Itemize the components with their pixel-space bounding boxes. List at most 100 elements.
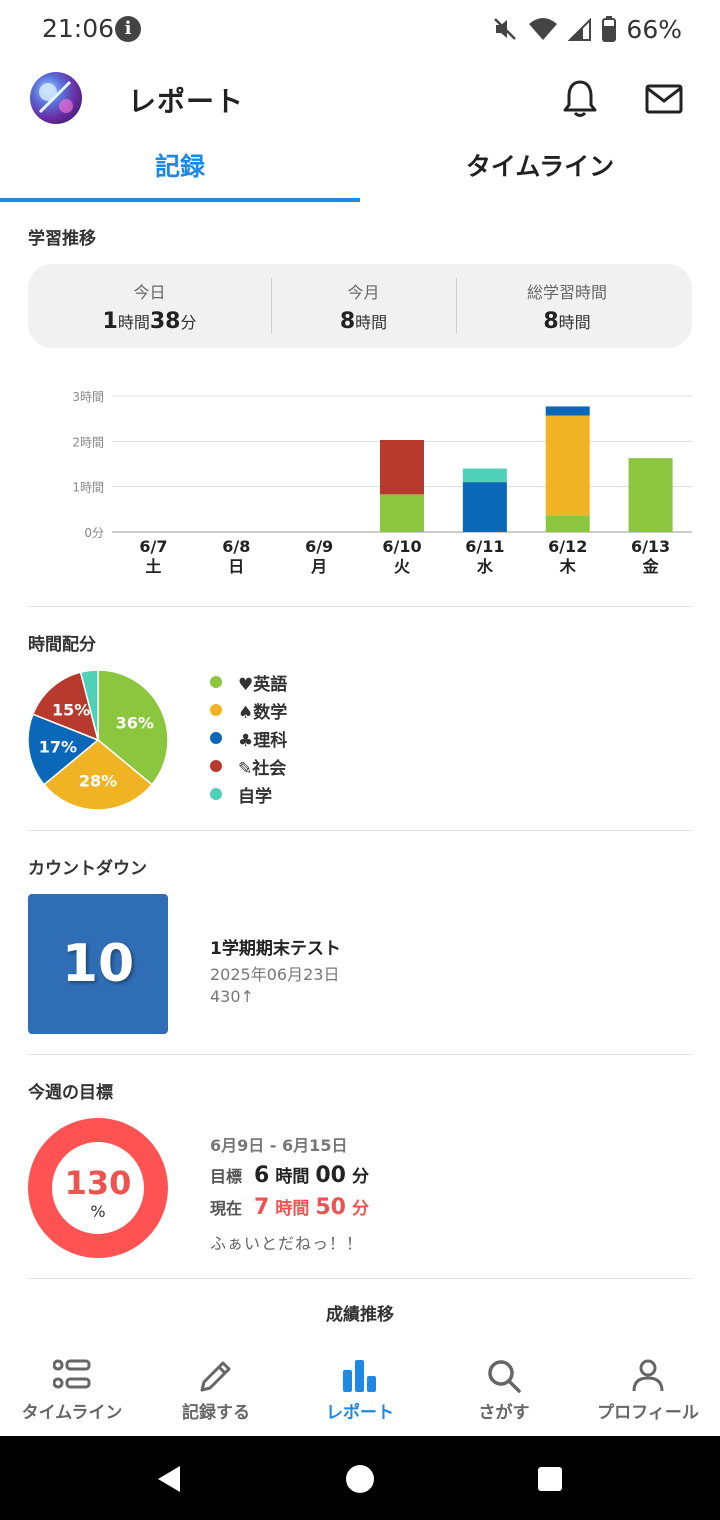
- x-tick-label: 6/13: [631, 537, 670, 556]
- countdown-target: 430↑: [210, 987, 254, 1006]
- goal-current-minutes: 50: [315, 1195, 346, 1220]
- summary-value: 8時間: [339, 309, 388, 334]
- pie-slice: [31, 671, 100, 742]
- summary-label: 今日: [133, 283, 166, 302]
- pie-slice-label: 15%: [52, 701, 90, 720]
- x-tick-label: 6/11: [465, 537, 504, 556]
- goal-target-row: 目標 6 時間 00 分: [210, 1162, 375, 1188]
- tab-timeline[interactable]: タイムライン: [465, 152, 615, 181]
- bar-segment-science: [462, 482, 507, 532]
- weekday-label: 土: [145, 557, 161, 576]
- battery-percent: 66%: [626, 14, 682, 44]
- avatar-image: [38, 80, 73, 114]
- countdown-event: 1学期期末テスト: [210, 939, 341, 959]
- weekday-label: 月: [310, 557, 327, 576]
- nav-label: レポート: [326, 1403, 394, 1423]
- allocation-pie-chart: 36% 28%17% 15%: [27, 669, 169, 811]
- avatar[interactable]: [30, 72, 82, 124]
- countdown-date: 2025年06月23日: [210, 965, 340, 984]
- summary-divider: [456, 278, 457, 334]
- weekly-goal-title: 今週の目標: [28, 1083, 113, 1103]
- allocation-legend: ♥英語 ♠数学 ♣理科 ✎社会自学: [210, 668, 287, 808]
- nav-label: タイムライン: [21, 1403, 123, 1423]
- legend-dot: [210, 704, 222, 716]
- section-divider: [28, 1278, 692, 1279]
- x-tick-label: 6/10: [382, 537, 421, 556]
- tab-bar: 記録 タイムライン: [0, 140, 720, 202]
- pie-slice: [43, 739, 153, 811]
- summary-today: 今日 1時間38分: [28, 264, 271, 348]
- recents-icon[interactable]: [537, 1466, 563, 1492]
- study-bar-chart: 0分 1時間 2時間 3時間 6/7土 6/8日 6/9月 6/10火 6/11水 6/12木 6/…: [72, 390, 692, 576]
- pencil-icon: [200, 1361, 231, 1392]
- goal-target-hours: 6: [254, 1163, 270, 1188]
- legend-dot: [210, 732, 222, 744]
- mail-icon[interactable]: [645, 84, 683, 114]
- weekday-label: 金: [642, 557, 660, 576]
- status-bar: 21:06 i 66%: [0, 0, 720, 60]
- nav-profile[interactable]: プロフィール: [576, 1340, 720, 1436]
- goal-percent: 130: [65, 1164, 132, 1202]
- summary-label: 総学習時間: [526, 283, 607, 302]
- battery-icon: [602, 16, 617, 42]
- pie-slice: [27, 713, 100, 786]
- nav-report[interactable]: レポート: [288, 1340, 432, 1436]
- countdown-days[interactable]: 10: [28, 894, 168, 1034]
- info-icon: i: [115, 16, 141, 42]
- x-tick-label: 6/7: [139, 537, 167, 556]
- tab-records[interactable]: 記録: [0, 140, 360, 202]
- legend-item: ✎社会: [210, 752, 287, 780]
- person-icon: [632, 1359, 664, 1392]
- legend-dot: [210, 760, 222, 772]
- nav-record[interactable]: 記録する: [144, 1340, 288, 1436]
- legend-label: 自学: [238, 786, 272, 807]
- goal-current-label: 現在: [210, 1199, 243, 1218]
- status-icons: 66%: [492, 14, 682, 44]
- countdown-info[interactable]: 1学期期末テスト 2025年06月23日 430↑: [210, 934, 341, 1006]
- summary-value: 1時間38分: [102, 309, 197, 334]
- nav-timeline[interactable]: タイムライン: [0, 1340, 144, 1436]
- page-title: レポート: [128, 85, 245, 118]
- pie-slice-label: 36%: [116, 714, 154, 733]
- app-header: レポート: [0, 60, 720, 140]
- bar-segment-science: [545, 406, 590, 416]
- home-icon[interactable]: [345, 1464, 375, 1494]
- summary-total: 総学習時間 8時間: [456, 264, 678, 348]
- legend-dot: [210, 788, 222, 800]
- nav-search[interactable]: さがす: [432, 1340, 576, 1436]
- weekday-label: 日: [228, 557, 244, 576]
- goal-target-label: 目標: [210, 1167, 243, 1186]
- y-tick-label: 1時間: [72, 481, 104, 495]
- signal-icon: [568, 17, 592, 41]
- bottom-nav: タイムライン 記録する レポート さがす プロフィール: [0, 1340, 720, 1436]
- y-tick-label: 3時間: [72, 390, 104, 404]
- summary-divider: [271, 278, 272, 334]
- study-summary: 今日 1時間38分 今月 8時間 総学習時間 8時間: [28, 264, 692, 348]
- goal-current-row: 現在 7 時間 50 分: [210, 1194, 375, 1220]
- x-tick-label: 6/12: [548, 537, 587, 556]
- goal-current-hours: 7: [254, 1195, 270, 1220]
- study-trend-title: 学習推移: [28, 229, 96, 249]
- weekday-label: 水: [477, 557, 494, 576]
- wifi-icon: [529, 18, 558, 40]
- back-icon[interactable]: [154, 1464, 184, 1494]
- summary-month: 今月 8時間: [271, 264, 456, 348]
- legend-item: ♠数学: [210, 696, 287, 724]
- bar-chart-icon: [343, 1360, 376, 1392]
- weekday-label: 木: [559, 557, 577, 576]
- x-tick-label: 6/9: [305, 537, 333, 556]
- legend-label: ♣理科: [238, 730, 288, 751]
- legend-label: ♥英語: [238, 674, 288, 695]
- bell-icon[interactable]: [562, 78, 598, 118]
- bar-segment-english: [545, 515, 590, 532]
- minutes-unit: 分: [351, 1199, 369, 1219]
- x-tick-label: 6/8: [222, 537, 250, 556]
- summary-label: 今月: [347, 283, 380, 302]
- weekday-label: 火: [394, 557, 411, 576]
- status-time: 21:06: [42, 14, 115, 43]
- goal-percent-unit: %: [90, 1202, 105, 1221]
- legend-item: ♥英語: [210, 668, 287, 696]
- goal-progress-ring: 130 %: [28, 1118, 168, 1258]
- goal-period: 6月9日 - 6月15日: [210, 1136, 348, 1155]
- y-tick-label: 0分: [84, 526, 104, 540]
